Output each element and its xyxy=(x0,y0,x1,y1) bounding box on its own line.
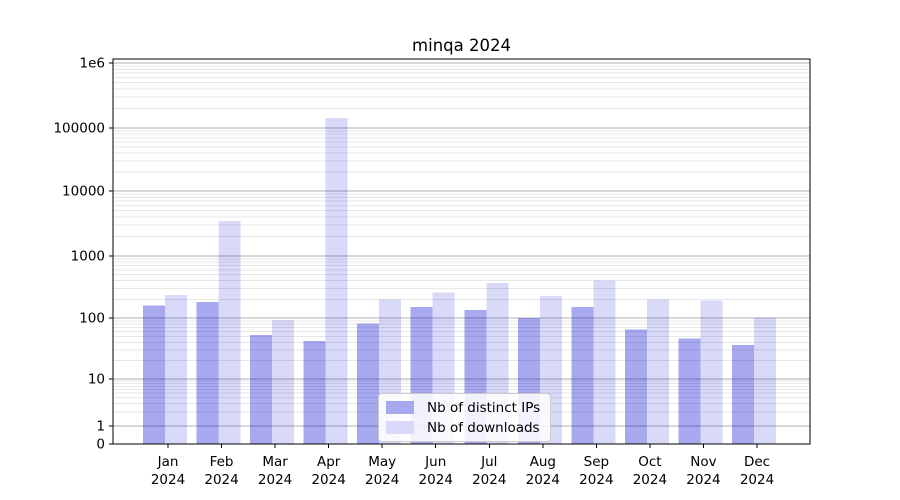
y-tick-label-100000: 100000 xyxy=(53,121,105,137)
x-tick-year-sep: 2024 xyxy=(579,472,613,488)
x-tick-year-apr: 2024 xyxy=(311,472,345,488)
x-tick-label-oct: Oct xyxy=(638,454,661,470)
legend-label-distinct-ips: Nb of distinct IPs xyxy=(427,399,541,416)
x-tick-year-aug: 2024 xyxy=(526,472,560,488)
y-tick-label-10000: 10000 xyxy=(62,184,105,200)
bar-apr-downloads xyxy=(325,117,348,444)
bar-sep-downloads xyxy=(593,280,616,444)
legend-item-distinct-ips: Nb of distinct IPs xyxy=(386,399,542,416)
y-tick-label-1000: 1000 xyxy=(71,249,105,265)
y-tick-label-1: 1 xyxy=(96,419,105,435)
y-tick-label-0: 0 xyxy=(96,437,105,453)
legend-item-downloads: Nb of downloads xyxy=(386,419,542,436)
bar-nov-downloads xyxy=(700,300,723,444)
bar-apr-distinct-ips xyxy=(303,340,326,444)
legend-swatch-distinct-ips xyxy=(386,401,414,414)
x-tick-label-aug: Aug xyxy=(530,454,556,470)
legend-label-downloads: Nb of downloads xyxy=(427,419,540,436)
y-tick-label-1e6: 1e6 xyxy=(80,56,105,72)
x-tick-label-mar: Mar xyxy=(262,454,288,470)
x-tick-year-jan: 2024 xyxy=(151,472,185,488)
legend-swatch-downloads xyxy=(386,421,414,434)
bar-dec-downloads xyxy=(754,317,776,444)
bar-mar-downloads xyxy=(272,319,295,444)
x-tick-label-jan: Jan xyxy=(157,454,179,470)
x-tick-label-dec: Dec xyxy=(744,454,770,470)
bar-jan-downloads xyxy=(165,294,187,444)
x-tick-year-jul: 2024 xyxy=(472,472,506,488)
x-tick-label-apr: Apr xyxy=(317,454,341,470)
y-tick-label-100: 100 xyxy=(79,311,105,327)
x-tick-label-nov: Nov xyxy=(690,454,716,470)
x-tick-year-jun: 2024 xyxy=(419,472,453,488)
x-tick-label-jul: Jul xyxy=(480,454,497,470)
bar-sep-distinct-ips xyxy=(571,307,594,444)
x-tick-year-nov: 2024 xyxy=(686,472,720,488)
y-tick-label-10: 10 xyxy=(88,372,105,388)
x-tick-label-jun: Jun xyxy=(424,454,446,470)
bar-may-distinct-ips xyxy=(357,323,380,444)
legend: Nb of distinct IPs Nb of downloads xyxy=(378,393,551,442)
bar-mar-distinct-ips xyxy=(250,334,273,444)
x-tick-year-mar: 2024 xyxy=(258,472,292,488)
bar-oct-downloads xyxy=(646,299,669,444)
bar-oct-distinct-ips xyxy=(624,329,647,444)
x-tick-label-feb: Feb xyxy=(210,454,234,470)
x-tick-label-may: May xyxy=(368,454,396,470)
x-tick-year-oct: 2024 xyxy=(633,472,667,488)
x-tick-label-sep: Sep xyxy=(584,454,609,470)
bar-nov-distinct-ips xyxy=(678,338,701,444)
bar-dec-distinct-ips xyxy=(732,345,754,444)
bar-feb-distinct-ips xyxy=(196,302,219,444)
x-tick-year-may: 2024 xyxy=(365,472,399,488)
chart-title: minqa 2024 xyxy=(412,36,511,55)
x-tick-year-feb: 2024 xyxy=(204,472,238,488)
bar-jan-distinct-ips xyxy=(143,305,165,444)
x-tick-year-dec: 2024 xyxy=(740,472,774,488)
plot-frame xyxy=(112,58,811,445)
bar-feb-downloads xyxy=(218,221,241,444)
